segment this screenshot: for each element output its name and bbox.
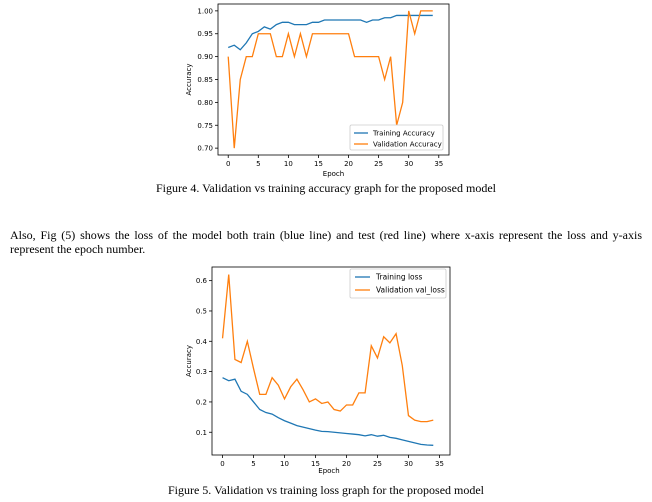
legend: Training loss Validation val_loss xyxy=(349,268,447,299)
legend-label-validation: Validation Accuracy xyxy=(373,141,442,149)
y-tick-label: 0.3 xyxy=(196,368,207,376)
y-tick-label: 0.95 xyxy=(197,30,213,38)
legend: Training Accuracy Validation Accuracy xyxy=(349,124,444,151)
accuracy-chart: 0 5 10 15 20 25 30 35 0.70 0.75 0.80 0.85 0.90 0.95 1.… xyxy=(185,3,450,178)
figure-4-caption: Figure 4. Validation vs training accurac… xyxy=(155,181,497,195)
x-tick-label: 35 xyxy=(435,460,444,468)
y-tick-label: 0.2 xyxy=(196,398,207,406)
loss-chart: 0 5 10 15 20 25 30 35 0.1 0.2 0.3 0.4 0.5 0.6 Epoch A… xyxy=(185,266,451,475)
legend-label-training: Training loss xyxy=(375,273,423,282)
x-tick-label: 20 xyxy=(342,460,351,468)
x-tick-label: 10 xyxy=(280,460,289,468)
figure-5-caption: Figure 5. Validation vs training loss gr… xyxy=(167,483,485,497)
body-paragraph: Also, Fig (5) shows the loss of the mode… xyxy=(10,228,642,256)
y-tick-label: 0.80 xyxy=(197,99,213,107)
x-tick-label: 15 xyxy=(311,460,320,468)
x-tick-label: 0 xyxy=(220,460,224,468)
y-axis-label: Accuracy xyxy=(185,345,193,377)
x-tick-label: 25 xyxy=(373,460,382,468)
x-tick-label: 5 xyxy=(256,160,260,168)
y-tick-label: 0.5 xyxy=(196,307,207,315)
y-tick-label: 0.85 xyxy=(197,76,213,84)
legend-label-validation: Validation val_loss xyxy=(376,286,445,295)
legend-label-training: Training Accuracy xyxy=(372,130,435,138)
y-tick-label: 0.1 xyxy=(196,429,207,437)
x-tick-label: 20 xyxy=(344,160,353,168)
x-tick-label: 10 xyxy=(284,160,293,168)
x-tick-label: 25 xyxy=(374,160,383,168)
accuracy-series-line-validation xyxy=(227,10,433,149)
x-tick-label: 35 xyxy=(434,160,443,168)
x-axis-label: Epoch xyxy=(318,467,339,475)
x-tick-label: 15 xyxy=(314,160,323,168)
y-tick-label: 0.6 xyxy=(196,277,208,285)
y-axis-label: Accuracy xyxy=(185,64,193,96)
x-tick-label: 30 xyxy=(404,160,413,168)
x-tick-label: 5 xyxy=(251,460,255,468)
x-tick-label: 0 xyxy=(226,160,230,168)
y-tick-label: 0.90 xyxy=(197,53,213,61)
loss-series-line-validation xyxy=(221,274,434,423)
plot-frame xyxy=(211,266,451,456)
y-tick-label: 1.00 xyxy=(197,7,213,15)
loss-series-line-training xyxy=(222,377,434,446)
y-tick-label: 0.4 xyxy=(196,338,208,346)
x-tick-label: 30 xyxy=(404,460,413,468)
x-axis-label: Epoch xyxy=(323,170,344,178)
y-tick-label: 0.70 xyxy=(197,145,213,153)
y-tick-label: 0.75 xyxy=(197,122,213,130)
accuracy-series-line-training xyxy=(227,14,433,51)
